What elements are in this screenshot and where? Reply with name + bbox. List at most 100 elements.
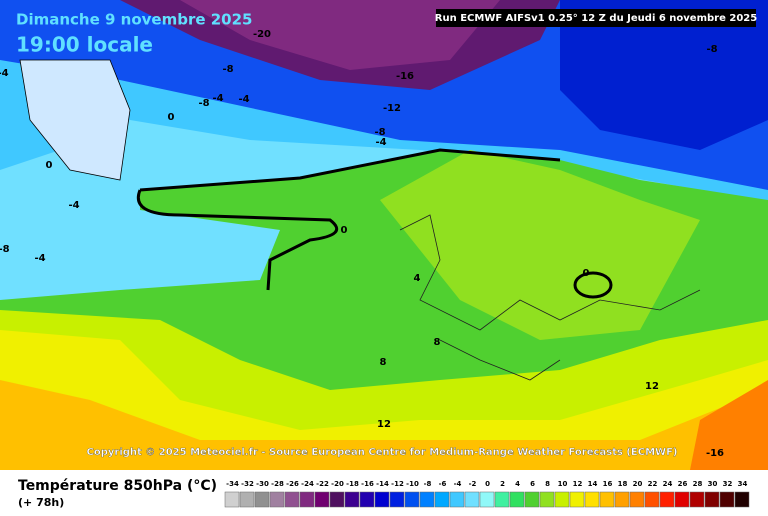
scale-swatch [599,491,615,508]
contour-label: -16 [706,448,724,459]
scale-swatch [374,491,390,508]
scale-swatch [704,491,720,508]
contour-label: -4 [238,94,249,105]
map-fields [0,0,768,470]
scale-label: 26 [678,480,688,488]
scale-swatch [719,491,735,508]
contour-label: 4 [414,273,421,284]
scale-label: 4 [515,480,520,488]
scale-swatch [689,491,705,508]
contour-label: -8 [706,44,717,55]
scale-label: 22 [648,480,658,488]
contour-label: -12 [383,103,401,114]
scale-label: 34 [738,480,748,488]
scale-label: 10 [558,480,568,488]
scale-label: -22 [316,480,329,488]
scale-swatch [629,491,645,508]
scale-swatch [269,491,285,508]
scale-swatch [509,491,525,508]
scale-swatch [224,491,240,508]
scale-label: -24 [301,480,314,488]
scale-swatch [569,491,585,508]
scale-swatch [359,491,375,508]
scale-swatch [389,491,405,508]
scale-swatch [644,491,660,508]
contour-label: -8 [0,244,10,255]
scale-swatch [299,491,315,508]
contour-label: -4 [34,253,45,264]
scale-label: 28 [693,480,703,488]
scale-swatch [584,491,600,508]
scale-swatch [674,491,690,508]
contour-label: 8 [434,337,441,348]
date: Dimanche 9 novembre 2025 [16,11,253,29]
scale-label: 16 [603,480,613,488]
scale-swatch [614,491,630,508]
scale-swatch [449,491,465,508]
contour-label: -4 [212,93,223,104]
legend-title: Température 850hPa (°C) [18,478,217,494]
contour-label: -4 [0,68,9,79]
contour-label: 12 [645,381,659,392]
scale-swatch [524,491,540,508]
scale-label: 6 [530,480,535,488]
contour-label: 0 [168,112,175,123]
scale-label: -6 [439,480,447,488]
scale-label: -2 [469,480,477,488]
scale-label: -28 [271,480,284,488]
scale-label: -34 [226,480,239,488]
scale-label: 0 [485,480,490,488]
contour-label: -4 [68,200,79,211]
scale-label: 20 [633,480,643,488]
contour-label: 0 [46,160,53,171]
scale-swatch [344,491,360,508]
scale-label: 14 [588,480,598,488]
contour-label: -8 [222,64,233,75]
scale-label: -16 [361,480,374,488]
scale-label: -10 [406,480,419,488]
run-box [436,9,756,27]
copyright: Copyright © 2025 Meteociel.fr - Source E… [87,447,678,458]
contour-label: 0 [341,225,348,236]
scale-swatch [494,491,510,508]
scale-label: -12 [391,480,404,488]
scale-label: 2 [500,480,505,488]
scale-swatch [254,491,270,508]
time: 19:00 locale [16,33,153,57]
run-info: Run ECMWF AIFSv1 0.25° 12 Z du Jeudi 6 n… [435,13,757,24]
scale-label: -4 [454,480,462,488]
scale-swatch [659,491,675,508]
scale-swatch [419,491,435,508]
scale-label: -20 [331,480,344,488]
scale-label: -8 [424,480,432,488]
contour-label: 0 [583,268,590,279]
contour-label: 12 [377,419,391,430]
lead-time: (+ 78h) [18,496,64,509]
contour-label: -8 [198,98,209,109]
scale-label: 8 [545,480,550,488]
scale-swatch [284,491,300,508]
scale-swatch [434,491,450,508]
scale-label: 32 [723,480,733,488]
scale-label: -14 [376,480,389,488]
scale-label: -32 [241,480,254,488]
scale-label: 30 [708,480,718,488]
scale-swatch [239,491,255,508]
scale-label: -30 [256,480,269,488]
scale-swatch [479,491,495,508]
scale-label: 12 [573,480,583,488]
scale-label: -26 [286,480,299,488]
scale-swatch [539,491,555,508]
contour-label: -4 [375,137,386,148]
scale-label: 18 [618,480,628,488]
contour-label: -20 [253,29,271,40]
scale-swatch [329,491,345,508]
scale-swatch [734,491,750,508]
scale-swatch [314,491,330,508]
contour-label: -16 [396,71,414,82]
contour-label: 8 [380,357,387,368]
scale-swatch [464,491,480,508]
scale-label: 24 [663,480,673,488]
contour-label: -8 [374,127,385,138]
